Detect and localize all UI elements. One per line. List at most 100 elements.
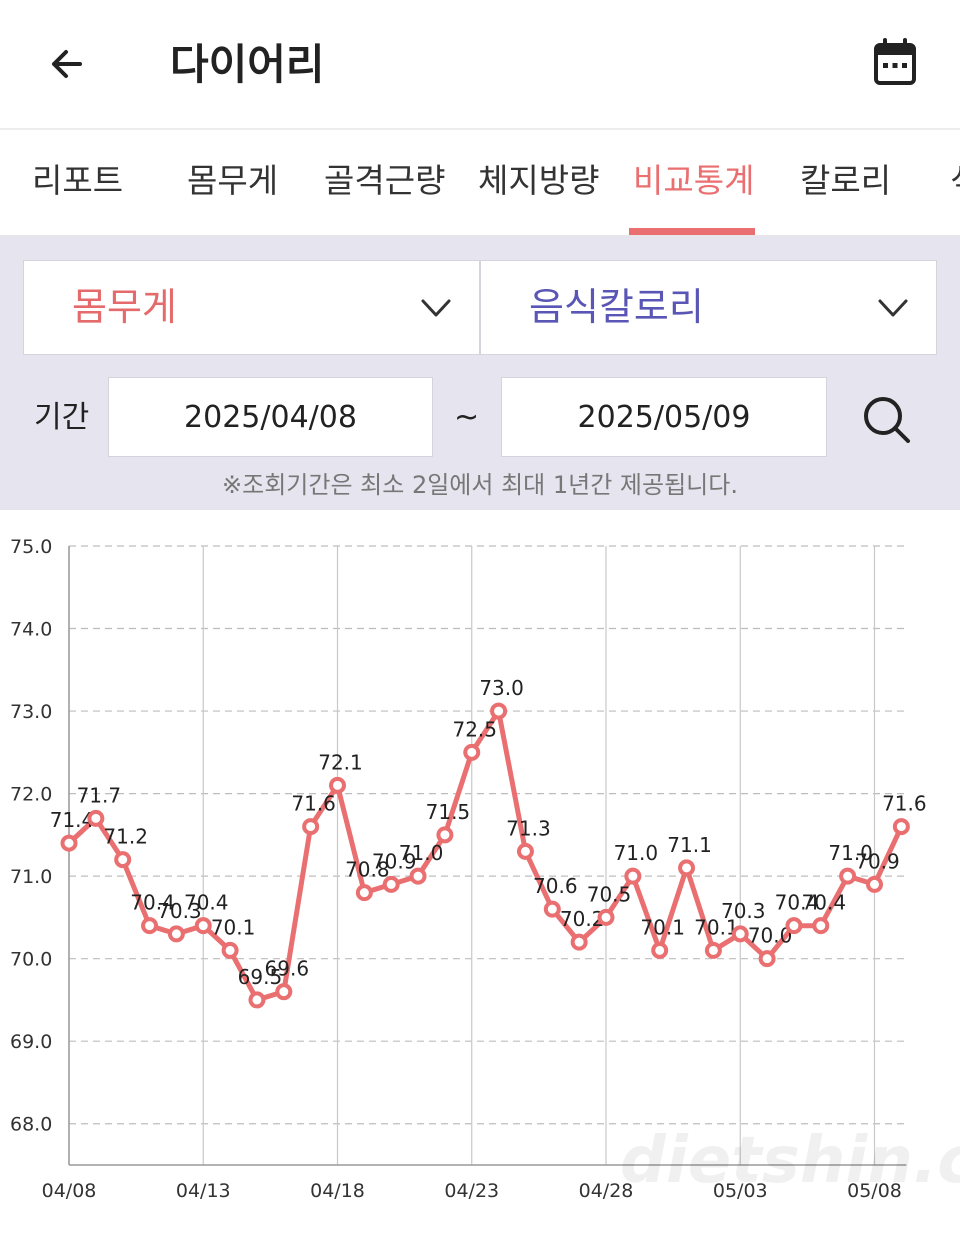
- calendar-button[interactable]: [866, 36, 924, 92]
- calendar-icon: [874, 38, 916, 85]
- data-label: 71.5: [426, 800, 471, 824]
- data-label: 69.6: [265, 957, 310, 981]
- data-point: [141, 917, 159, 935]
- data-point: [302, 818, 320, 836]
- data-label: 70.4: [130, 891, 175, 915]
- data-point: [355, 884, 373, 902]
- tab-bar: 리포트 몸무게 골격근량 체지방량 비교통계 칼로리 식: [0, 132, 960, 236]
- data-point: [731, 925, 749, 943]
- right-metric-value: 음식칼로리: [529, 285, 704, 329]
- search-icon: [864, 397, 910, 443]
- date-separator: ~: [454, 400, 480, 435]
- data-point: [892, 818, 910, 836]
- page-title: 다이어리: [170, 40, 325, 89]
- data-label: 70.4: [184, 891, 229, 915]
- x-tick-label: 04/13: [176, 1180, 231, 1202]
- tab-weight[interactable]: 몸무게: [187, 161, 279, 200]
- y-tick-label: 75.0: [10, 536, 52, 558]
- data-label: 70.1: [211, 915, 256, 939]
- data-point: [409, 867, 427, 885]
- data-label: 72.1: [318, 750, 363, 774]
- data-label: 70.0: [748, 924, 793, 948]
- y-tick-label: 69.0: [10, 1031, 52, 1053]
- data-label: 71.1: [667, 833, 712, 857]
- data-point: [543, 900, 561, 918]
- data-point: [785, 917, 803, 935]
- arrow-left-icon: [52, 50, 82, 78]
- tab-muscle[interactable]: 골격근량: [324, 161, 446, 200]
- chevron-down-icon: [878, 299, 908, 317]
- period-notice: ※조회기간은 최소 2일에서 최대 1년간 제공됩니다.: [222, 471, 738, 499]
- data-label: 71.0: [399, 841, 444, 865]
- data-point: [490, 702, 508, 720]
- data-point: [678, 859, 696, 877]
- data-label: 70.2: [560, 907, 605, 931]
- tab-calories[interactable]: 칼로리: [800, 161, 892, 200]
- search-button[interactable]: [856, 392, 916, 448]
- data-label: 71.0: [614, 841, 659, 865]
- data-label: 70.1: [694, 915, 739, 939]
- data-point: [436, 826, 454, 844]
- y-tick-label: 73.0: [10, 701, 52, 723]
- data-point: [382, 875, 400, 893]
- data-label: 71.4: [50, 808, 95, 832]
- x-tick-label: 04/28: [579, 1180, 634, 1202]
- data-label: 70.3: [157, 899, 202, 923]
- data-label: 70.8: [345, 858, 390, 882]
- data-label: 70.5: [587, 882, 632, 906]
- x-tick-label: 05/08: [847, 1180, 902, 1202]
- data-label: 69.5: [238, 965, 283, 989]
- data-point: [463, 743, 481, 761]
- data-label: 70.9: [855, 849, 900, 873]
- filter-panel: 몸무게 음식칼로리 기간 2025/04/08 ~ 2025/05/09 ※조회…: [0, 236, 960, 510]
- app-bar: 다이어리: [0, 0, 960, 130]
- data-point: [167, 925, 185, 943]
- tab-partial[interactable]: 식: [950, 158, 960, 204]
- right-metric-dropdown[interactable]: 음식칼로리: [480, 260, 937, 355]
- comparison-chart: 68.0 69.0 70.0 71.0 72.0 73.0 74.0 75.0 04/08 04/…: [0, 510, 960, 1241]
- data-label: 70.6: [533, 874, 578, 898]
- watermark-logo: dietshin.com: [620, 1124, 960, 1198]
- left-metric-value: 몸무게: [72, 285, 177, 329]
- data-label: 73.0: [479, 676, 524, 700]
- y-tick-label: 68.0: [10, 1114, 52, 1136]
- data-label: 71.6: [291, 792, 336, 816]
- data-point: [60, 834, 78, 852]
- back-button[interactable]: [40, 36, 96, 92]
- data-point: [624, 867, 642, 885]
- weight-line-chart: 68.0 69.0 70.0 71.0 72.0 73.0 74.0 75.0 04/08 04/…: [10, 536, 960, 1202]
- active-tab-indicator: [629, 228, 755, 235]
- tab-report[interactable]: 리포트: [32, 161, 124, 200]
- x-tick-label: 04/08: [42, 1180, 97, 1202]
- data-point: [570, 933, 588, 951]
- y-tick-label: 74.0: [10, 619, 52, 641]
- data-point: [651, 941, 669, 959]
- data-point: [275, 983, 293, 1001]
- tab-comparison[interactable]: 비교통계: [633, 161, 755, 200]
- end-date-field[interactable]: 2025/05/09: [501, 377, 827, 457]
- data-point: [758, 950, 776, 968]
- data-label: 71.3: [506, 816, 551, 840]
- y-tick-label: 71.0: [10, 866, 52, 888]
- data-label: 71.0: [828, 841, 873, 865]
- data-label: 72.5: [452, 717, 497, 741]
- chevron-down-icon: [421, 299, 451, 317]
- x-tick-label: 04/23: [444, 1180, 499, 1202]
- left-metric-dropdown[interactable]: 몸무게: [23, 260, 480, 355]
- data-label: 71.6: [882, 792, 927, 816]
- data-point: [221, 941, 239, 959]
- data-point: [87, 809, 105, 827]
- data-label: 71.7: [77, 783, 122, 807]
- data-point: [812, 917, 830, 935]
- data-label: 71.2: [103, 825, 148, 849]
- data-point: [839, 867, 857, 885]
- data-point: [114, 851, 132, 869]
- tab-body-fat[interactable]: 체지방량: [478, 161, 600, 200]
- data-point: [704, 941, 722, 959]
- start-date-field[interactable]: 2025/04/08: [108, 377, 433, 457]
- period-label: 기간: [34, 400, 90, 435]
- x-tick-label: 05/03: [713, 1180, 768, 1202]
- data-point: [597, 908, 615, 926]
- data-label: 70.4: [775, 891, 820, 915]
- x-tick-label: 04/18: [310, 1180, 365, 1202]
